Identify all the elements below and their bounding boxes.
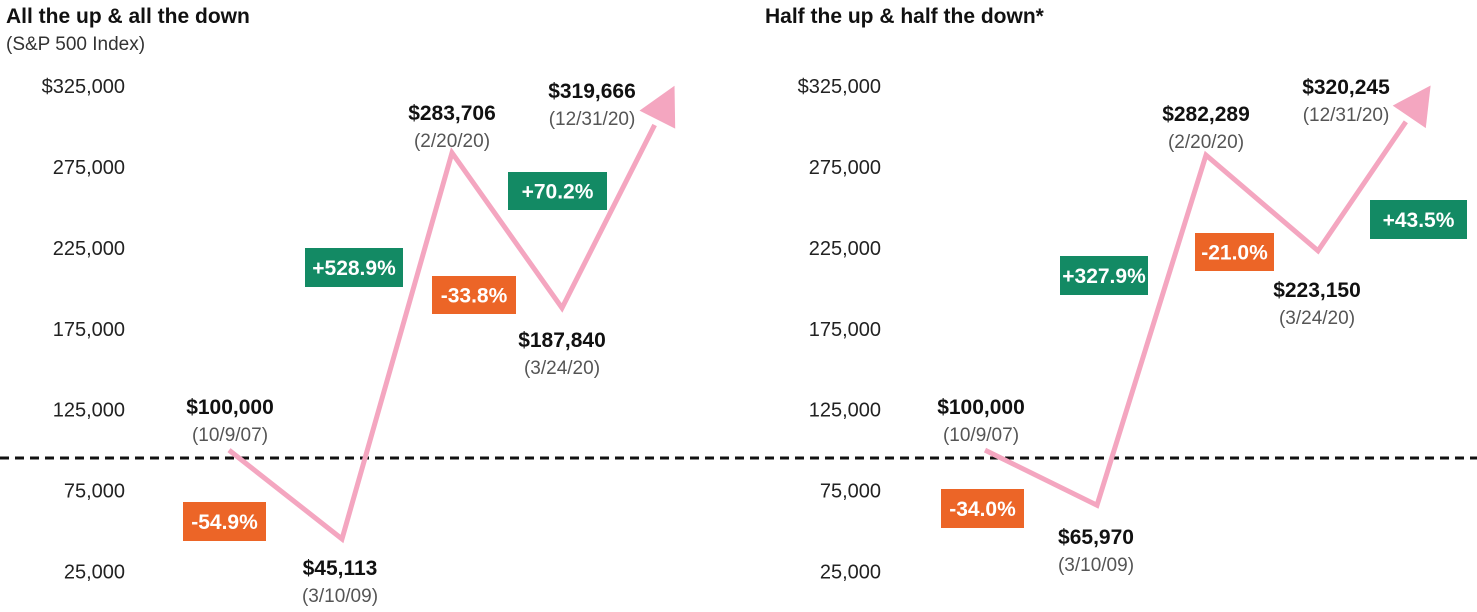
arrow-head (1392, 85, 1431, 129)
change-label: +528.9% (312, 257, 396, 280)
y-tick-label: 175,000 (809, 319, 881, 341)
change-badge (941, 489, 1024, 528)
y-tick-label: 225,000 (53, 238, 125, 260)
y-tick-label: 175,000 (53, 319, 125, 341)
y-tick-label: $325,000 (798, 76, 881, 98)
change-badge (183, 502, 266, 541)
point-value-label: $187,840 (518, 329, 606, 352)
point-date-label: (10/9/07) (943, 425, 1019, 446)
change-label: -33.8% (441, 285, 508, 308)
y-tick-label: 75,000 (820, 481, 881, 503)
point-date-label: (3/10/09) (1058, 555, 1134, 576)
point-value-label: $223,150 (1273, 279, 1361, 302)
change-label: -34.0% (949, 498, 1016, 521)
point-value-label: $65,970 (1058, 526, 1134, 549)
change-badge (1060, 256, 1148, 295)
change-label: +327.9% (1062, 265, 1146, 288)
chart-title: Half the up & half the down* (765, 5, 1045, 28)
change-label: +70.2% (522, 181, 594, 204)
chart-panel-1: All the up & all the down (S&P 500 Index)… (6, 5, 676, 607)
y-tick-label: 275,000 (809, 157, 881, 179)
change-label: -54.9% (191, 511, 258, 534)
change-label: +43.5% (1383, 209, 1455, 232)
point-date-label: (12/31/20) (1303, 105, 1390, 126)
change-label: -21.0% (1201, 242, 1268, 265)
point-value-label: $320,245 (1302, 76, 1390, 99)
series-line (983, 120, 1408, 509)
point-date-label: (2/20/20) (414, 131, 490, 152)
y-tick-label: 225,000 (809, 238, 881, 260)
chart-panel-2: Half the up & half the down* $325,000 275,… (765, 5, 1467, 584)
change-badge (1195, 233, 1274, 271)
point-value-label: $319,666 (548, 80, 636, 103)
chart-title: All the up & all the down (6, 5, 250, 28)
y-tick-label: 25,000 (64, 562, 125, 584)
change-badge (432, 276, 516, 314)
point-date-label: (3/24/20) (524, 358, 600, 379)
y-tick-label: 25,000 (820, 562, 881, 584)
y-tick-label: 75,000 (64, 481, 125, 503)
point-value-label: $100,000 (186, 396, 274, 419)
change-badge (305, 248, 403, 287)
point-value-label: $282,289 (1162, 103, 1250, 126)
point-date-label: (3/10/09) (302, 586, 378, 607)
point-date-label: (12/31/20) (549, 109, 636, 130)
arrow-head (639, 85, 676, 129)
y-tick-label: 125,000 (53, 400, 125, 422)
y-tick-label: 125,000 (809, 400, 881, 422)
point-date-label: (3/24/20) (1279, 308, 1355, 329)
y-tick-label: $325,000 (42, 76, 125, 98)
series-line (227, 123, 657, 544)
point-value-label: $283,706 (408, 102, 496, 125)
point-value-label: $100,000 (937, 396, 1025, 419)
point-value-label: $45,113 (303, 557, 378, 580)
y-tick-label: 275,000 (53, 157, 125, 179)
point-date-label: (10/9/07) (192, 425, 268, 446)
change-badge (1370, 200, 1467, 239)
change-badge (508, 172, 607, 210)
chart-subtitle: (S&P 500 Index) (6, 34, 145, 55)
point-date-label: (2/20/20) (1168, 132, 1244, 153)
